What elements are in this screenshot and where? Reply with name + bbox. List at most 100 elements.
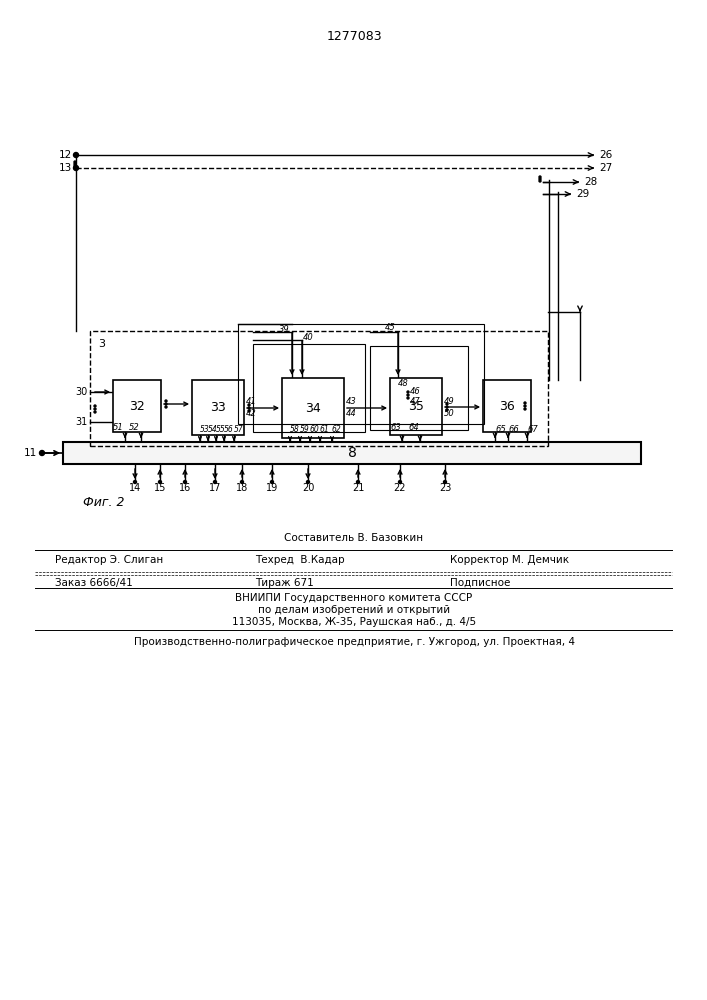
Circle shape	[524, 405, 526, 407]
Text: 18: 18	[236, 483, 248, 493]
Text: 49: 49	[444, 396, 455, 406]
Text: 61: 61	[320, 424, 329, 434]
Text: 60: 60	[310, 424, 320, 434]
Text: 31: 31	[76, 417, 88, 427]
Text: 41: 41	[246, 397, 257, 406]
Bar	[253, 344, 365, 432]
Circle shape	[446, 409, 448, 411]
Text: 62: 62	[332, 424, 341, 434]
Circle shape	[158, 481, 161, 484]
Text: Составитель В. Базовкин: Составитель В. Базовкин	[284, 533, 423, 543]
Circle shape	[407, 394, 409, 396]
Circle shape	[307, 481, 310, 484]
Text: Производственно-полиграфическое предприятие, г. Ужгород, ул. Проектная, 4: Производственно-полиграфическое предприя…	[134, 637, 575, 647]
Text: 1277083: 1277083	[326, 29, 382, 42]
Text: 30: 30	[76, 387, 88, 397]
Text: 63: 63	[390, 424, 401, 432]
Bar	[90, 331, 548, 446]
Circle shape	[443, 481, 447, 484]
Circle shape	[165, 403, 167, 405]
Circle shape	[165, 406, 167, 408]
Text: 46: 46	[410, 387, 421, 396]
Text: 27: 27	[599, 163, 612, 173]
Text: 39: 39	[279, 324, 290, 334]
Circle shape	[407, 391, 409, 393]
Text: 11: 11	[24, 448, 37, 458]
Circle shape	[539, 178, 541, 180]
Text: Редактор Э. Слиган: Редактор Э. Слиган	[55, 555, 163, 565]
Text: 14: 14	[129, 483, 141, 493]
Text: 33: 33	[210, 401, 226, 414]
Text: 51: 51	[113, 424, 124, 432]
Text: 23: 23	[439, 483, 451, 493]
Circle shape	[539, 176, 541, 178]
Text: 56: 56	[224, 424, 234, 434]
Circle shape	[94, 405, 96, 407]
Text: 12: 12	[59, 150, 72, 160]
Text: Фиг. 2: Фиг. 2	[83, 496, 124, 510]
Text: 15: 15	[154, 483, 166, 493]
Text: 65: 65	[495, 424, 506, 434]
Text: 40: 40	[303, 334, 314, 342]
Text: 36: 36	[499, 399, 515, 412]
Text: 66: 66	[508, 424, 519, 434]
Circle shape	[134, 481, 136, 484]
Text: 8: 8	[348, 446, 356, 460]
Bar	[390, 378, 442, 435]
Text: 21: 21	[352, 483, 364, 493]
Circle shape	[356, 481, 359, 484]
Text: по делам изобретений и открытий: по делам изобретений и открытий	[258, 605, 450, 615]
Circle shape	[248, 407, 250, 409]
Text: 57: 57	[234, 424, 244, 434]
Text: 32: 32	[129, 399, 145, 412]
Text: 64: 64	[408, 424, 419, 432]
Circle shape	[524, 402, 526, 404]
Text: 19: 19	[266, 483, 278, 493]
Bar	[370, 346, 468, 430]
Circle shape	[248, 404, 250, 406]
Text: 113035, Москва, Ж-35, Раушская наб., д. 4/5: 113035, Москва, Ж-35, Раушская наб., д. …	[232, 617, 476, 627]
Text: Техред  В.Кадар: Техред В.Кадар	[255, 555, 344, 565]
Text: 53: 53	[200, 424, 210, 434]
Circle shape	[184, 481, 187, 484]
Text: 16: 16	[179, 483, 191, 493]
Circle shape	[94, 411, 96, 413]
Circle shape	[248, 410, 250, 412]
Text: Корректор М. Демчик: Корректор М. Демчик	[450, 555, 569, 565]
Circle shape	[40, 450, 45, 456]
Text: Тираж 671: Тираж 671	[255, 578, 314, 588]
Text: Заказ 6666/41: Заказ 6666/41	[55, 578, 133, 588]
Circle shape	[74, 165, 76, 167]
Text: 28: 28	[584, 177, 597, 187]
Text: 20: 20	[302, 483, 314, 493]
Bar	[63, 442, 641, 464]
Circle shape	[74, 161, 76, 163]
Text: 42: 42	[246, 410, 257, 418]
Circle shape	[214, 481, 216, 484]
Text: 43: 43	[346, 397, 357, 406]
Circle shape	[446, 403, 448, 405]
Text: 17: 17	[209, 483, 221, 493]
Text: 35: 35	[408, 400, 424, 413]
Bar	[483, 380, 531, 432]
Text: 34: 34	[305, 401, 321, 414]
Circle shape	[407, 397, 409, 399]
Text: 3: 3	[98, 339, 105, 349]
Text: 22: 22	[394, 483, 407, 493]
Circle shape	[94, 408, 96, 410]
Circle shape	[399, 481, 402, 484]
Text: 58: 58	[290, 424, 300, 434]
Circle shape	[74, 152, 78, 157]
Circle shape	[74, 165, 78, 170]
Circle shape	[446, 406, 448, 408]
Bar	[282, 378, 344, 438]
Bar	[113, 380, 161, 432]
Circle shape	[539, 180, 541, 182]
Text: 29: 29	[576, 189, 589, 199]
Text: 26: 26	[599, 150, 612, 160]
Text: 52: 52	[129, 424, 140, 432]
Bar	[238, 324, 484, 424]
Text: 67: 67	[527, 424, 538, 434]
Text: Подписное: Подписное	[450, 578, 510, 588]
Text: 45: 45	[385, 324, 396, 332]
